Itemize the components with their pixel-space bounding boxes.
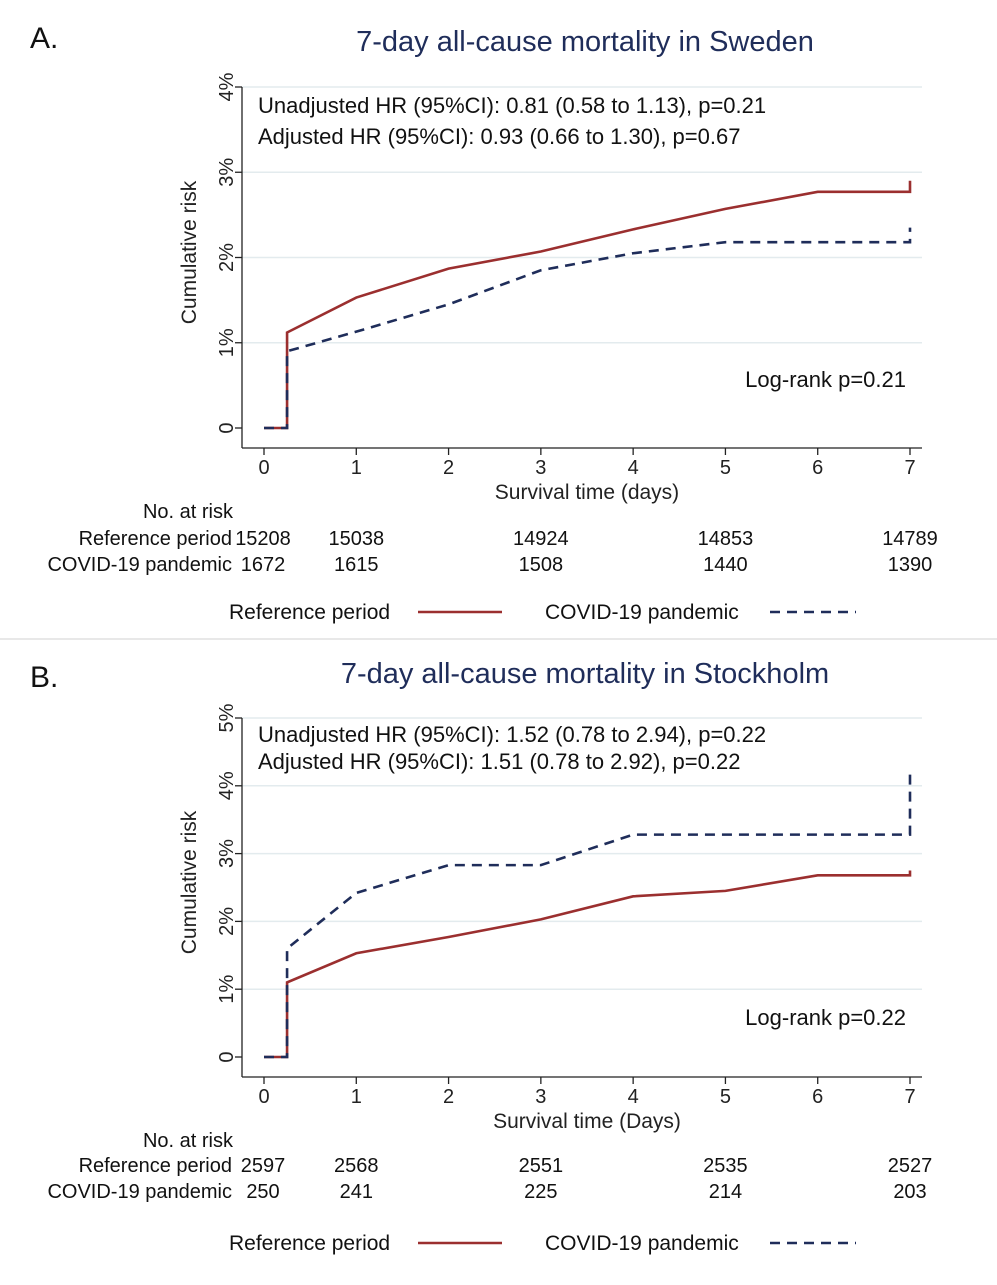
risk-table-value: 1440 xyxy=(703,554,748,576)
chart-group: A. 7-day all-cause mortality in Sweden 0 1%… xyxy=(30,22,938,624)
risk-table-header: No. at risk xyxy=(143,501,234,523)
risk-table-value: 203 xyxy=(893,1181,926,1203)
y-tick-label: 2% xyxy=(216,907,238,936)
chart-title: 7-day all-cause mortality in Stockholm xyxy=(341,658,829,690)
y-tick-label: 4% xyxy=(216,771,238,800)
x-tick-label: 1 xyxy=(351,457,362,479)
x-tick-label: 4 xyxy=(628,1086,639,1108)
risk-table-value: 14853 xyxy=(698,528,754,550)
y-tick-label: 0 xyxy=(216,1051,238,1062)
logrank-annotation: Log-rank p=0.21 xyxy=(745,367,906,392)
x-tick-label: 7 xyxy=(904,1086,915,1108)
panel-a: A. 7-day all-cause mortality in Sweden 0 1%… xyxy=(0,0,997,640)
risk-table-value: 225 xyxy=(524,1181,557,1203)
chart-group: B. 7-day all-cause mortality in Stockholm… xyxy=(30,658,932,1255)
risk-table-value: 2535 xyxy=(703,1155,748,1177)
risk-table-value: 250 xyxy=(246,1181,279,1203)
x-tick-label: 0 xyxy=(258,457,269,479)
legend-label-reference: Reference period xyxy=(229,601,390,624)
y-tick-label: 1% xyxy=(216,975,238,1004)
y-tick-label: 0 xyxy=(216,422,238,433)
panel-label: B. xyxy=(30,661,58,694)
logrank-annotation: Log-rank p=0.22 xyxy=(745,1005,906,1030)
y-tick-label: 2% xyxy=(216,243,238,272)
legend-label-covid: COVID-19 pandemic xyxy=(545,601,739,624)
x-tick-label: 7 xyxy=(904,457,915,479)
hr-annotation: Adjusted HR (95%CI): 1.51 (0.78 to 2.92)… xyxy=(258,749,740,774)
y-tick-label: 5% xyxy=(216,703,238,732)
risk-table-value: 14924 xyxy=(513,528,569,550)
x-tick-label: 1 xyxy=(351,1086,362,1108)
panel-label: A. xyxy=(30,22,58,55)
x-tick-label: 6 xyxy=(812,1086,823,1108)
risk-table-value: 1508 xyxy=(519,554,564,576)
x-tick-label: 5 xyxy=(720,1086,731,1108)
risk-table-value: 214 xyxy=(709,1181,742,1203)
x-tick-label: 5 xyxy=(720,457,731,479)
x-tick-label: 6 xyxy=(812,457,823,479)
risk-table-value: 2551 xyxy=(519,1155,564,1177)
x-tick-label: 4 xyxy=(628,457,639,479)
x-tick-label: 3 xyxy=(535,457,546,479)
y-tick-label: 1% xyxy=(216,328,238,357)
risk-table-row-label: Reference period xyxy=(79,528,232,550)
risk-table-row-label: COVID-19 pandemic xyxy=(47,1181,232,1203)
risk-table-value: 15208 xyxy=(235,528,291,550)
risk-table-value: 2597 xyxy=(241,1155,286,1177)
hr-annotation: Adjusted HR (95%CI): 0.93 (0.66 to 1.30)… xyxy=(258,124,740,149)
risk-table-value: 1390 xyxy=(888,554,933,576)
y-axis-label: Cumulative risk xyxy=(178,810,201,954)
risk-table-value: 14789 xyxy=(882,528,938,550)
series-line-covid xyxy=(264,768,912,1059)
risk-table-value: 2568 xyxy=(334,1155,379,1177)
chart-title: 7-day all-cause mortality in Sweden xyxy=(356,26,814,58)
risk-table-row-label: Reference period xyxy=(79,1155,232,1177)
x-axis-label: Survival time (Days) xyxy=(493,1110,681,1133)
y-tick-label: 3% xyxy=(216,158,238,187)
hr-annotation: Unadjusted HR (95%CI): 1.52 (0.78 to 2.9… xyxy=(258,722,766,747)
risk-table-row-label: COVID-19 pandemic xyxy=(47,554,232,576)
risk-table-value: 241 xyxy=(340,1181,373,1203)
risk-table-value: 1615 xyxy=(334,554,379,576)
chart-sweden: A. 7-day all-cause mortality in Sweden 0 1%… xyxy=(30,22,938,624)
x-tick-label: 3 xyxy=(535,1086,546,1108)
chart-stockholm: B. 7-day all-cause mortality in Stockholm… xyxy=(30,658,932,1255)
y-axis-label: Cumulative risk xyxy=(178,180,201,324)
series-line-covid xyxy=(264,227,912,430)
panel-divider xyxy=(0,638,997,640)
x-tick-label: 2 xyxy=(443,1086,454,1108)
risk-table-value: 15038 xyxy=(328,528,384,550)
risk-table-header: No. at risk xyxy=(143,1130,234,1152)
panel-b: B. 7-day all-cause mortality in Stockholm… xyxy=(0,640,997,1280)
y-tick-label: 3% xyxy=(216,839,238,868)
legend-label-covid: COVID-19 pandemic xyxy=(545,1232,739,1255)
x-axis-label: Survival time (days) xyxy=(495,481,679,504)
y-tick-label: 4% xyxy=(216,72,238,101)
legend-label-reference: Reference period xyxy=(229,1232,390,1255)
x-tick-label: 0 xyxy=(258,1086,269,1108)
x-tick-label: 2 xyxy=(443,457,454,479)
risk-table-value: 2527 xyxy=(888,1155,933,1177)
risk-table-value: 1672 xyxy=(241,554,286,576)
hr-annotation: Unadjusted HR (95%CI): 0.81 (0.58 to 1.1… xyxy=(258,93,766,118)
